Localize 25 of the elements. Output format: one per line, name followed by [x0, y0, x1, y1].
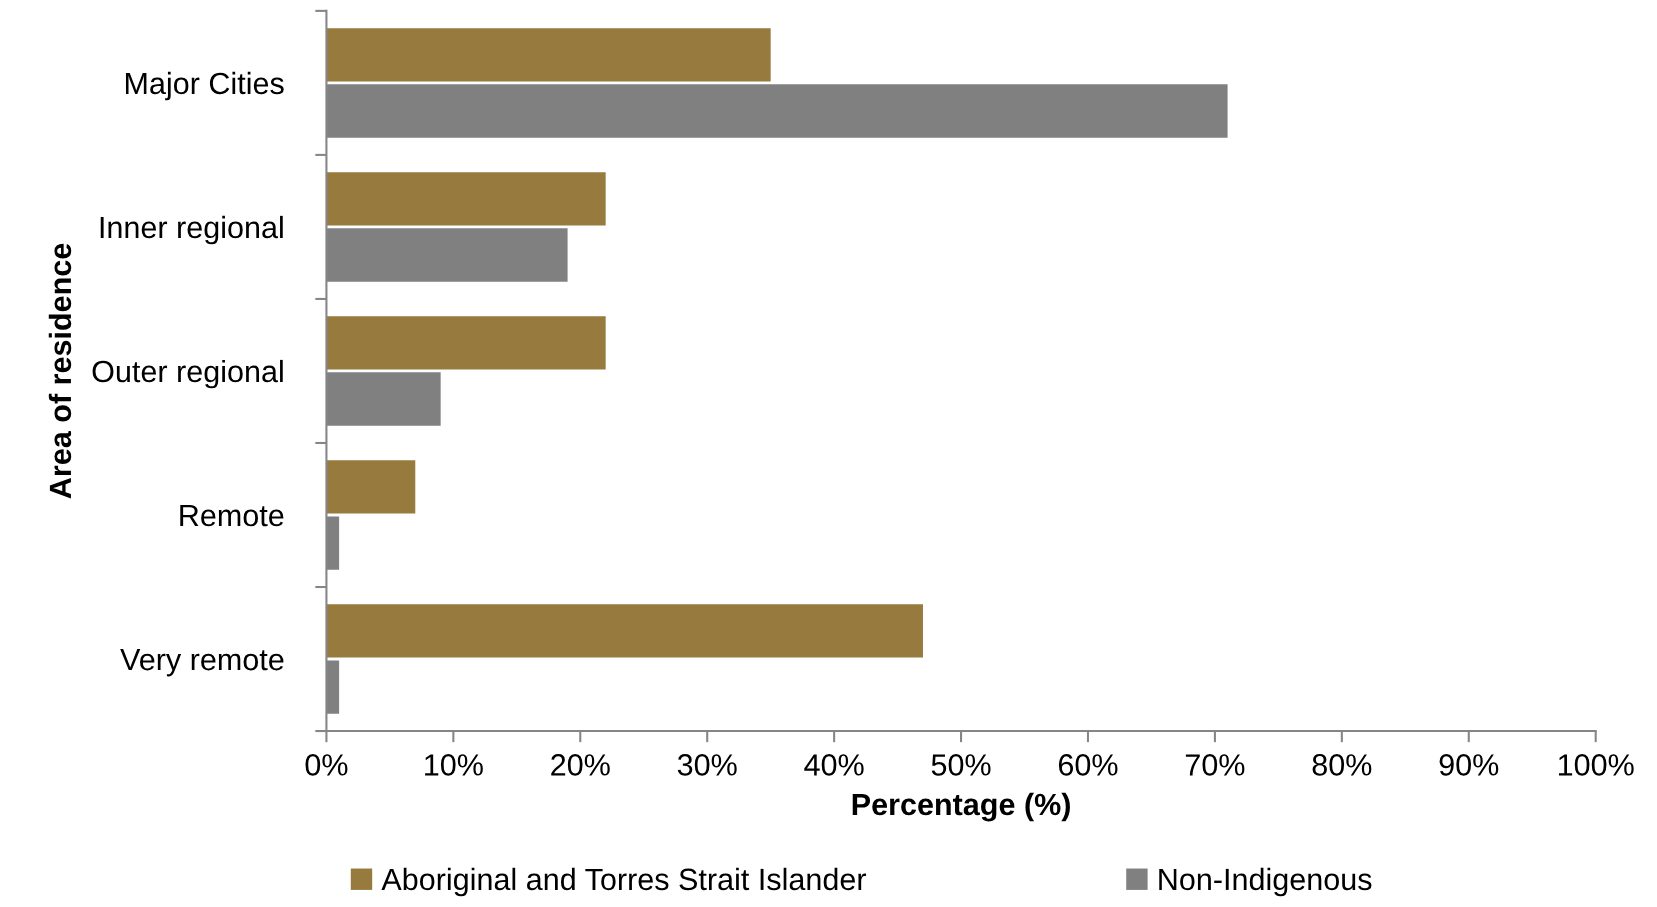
x-tick-label: 60%: [1058, 754, 1118, 776]
y-tick-label: Remote: [180, 505, 284, 527]
x-tick-label: 20%: [551, 754, 610, 776]
x-tick-label: 90%: [1439, 754, 1499, 776]
x-tick-label: 100%: [1558, 754, 1634, 776]
y-tick-label: Outer regional: [92, 359, 283, 389]
bar: [326, 28, 771, 82]
x-tick-label: 50%: [931, 754, 991, 776]
y-axis-title: Area of residence: [48, 243, 72, 499]
bar: [326, 604, 923, 658]
x-tick-label: 70%: [1185, 754, 1245, 776]
x-tick-label: 10%: [425, 754, 483, 776]
x-tick-label: 30%: [677, 754, 737, 776]
y-tick-label: Major Cities: [125, 71, 284, 101]
bar: [326, 316, 606, 370]
legend-label: Aboriginal and Torres Strait Islander: [381, 867, 867, 897]
x-tick-label: 80%: [1312, 754, 1372, 776]
legend-label: Non-Indigenous: [1159, 867, 1372, 897]
x-tick-label: 0%: [305, 754, 348, 776]
y-tick-label: Inner regional: [100, 215, 283, 245]
x-tick-label: 40%: [804, 754, 864, 776]
bar: [326, 172, 606, 226]
x-axis-title: Percentage (%): [852, 792, 1070, 822]
y-tick-label: Very remote: [120, 649, 284, 677]
bar: [326, 460, 416, 514]
